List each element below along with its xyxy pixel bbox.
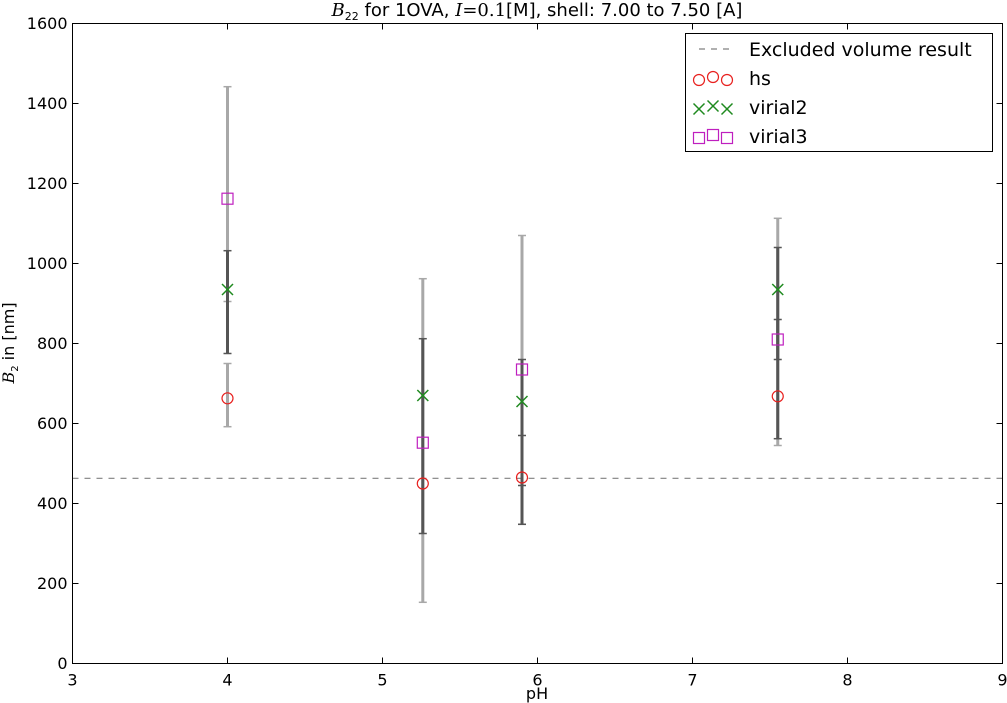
ylabel-text: in [nm]	[0, 302, 18, 365]
title-text-2: [M], shell: 7.00 to 7.50 [A]	[506, 0, 742, 21]
title-math-sub: 22	[345, 10, 359, 23]
x-tick-label: 6	[532, 671, 542, 690]
point-hs	[515, 471, 529, 484]
plot-layer: 3 4 5 6 7 8 9 0 200 400 600 800 1000 1200 1400 1600	[27, 14, 1007, 690]
legend-marker-virial2	[692, 102, 706, 116]
legend-box	[685, 33, 993, 152]
legend-marker-virial3	[692, 131, 706, 145]
legend-marker-virial3	[720, 131, 734, 145]
y-tick-label: 400	[37, 494, 68, 513]
y-tick-label: 1200	[27, 174, 68, 193]
point-virial2-stroke	[515, 395, 529, 408]
legend-marker-virial2-stroke	[692, 102, 706, 116]
y-tick-label: 200	[37, 574, 68, 593]
chart-title: B22 for 1OVA, I=0.1[M], shell: 7.00 to 7…	[331, 0, 743, 23]
point-virial2	[221, 283, 234, 296]
point-virial2-stroke	[221, 283, 234, 296]
x-axis-label: pH	[526, 684, 548, 703]
y-tick-label: 1600	[27, 14, 68, 33]
y-tick-label: 1400	[27, 94, 68, 113]
point-hs	[416, 477, 429, 490]
title-ionic-value: =0.1	[462, 0, 506, 21]
point-virial2	[771, 283, 784, 296]
legend-label-hs: hs	[749, 68, 771, 90]
legend-label-excluded-volume: Excluded volume result	[749, 39, 972, 61]
x-tick-label: 7	[687, 671, 697, 690]
x-tick-label: 5	[377, 671, 387, 690]
ylabel-math-b: B	[0, 372, 18, 385]
legend-marker-virial3	[706, 128, 720, 142]
point-virial2	[416, 389, 429, 402]
ylabel-math-sub: 2	[10, 365, 21, 371]
point-virial3	[221, 192, 234, 205]
point-virial3	[416, 436, 429, 449]
x-tick-label: 3	[67, 671, 77, 690]
legend-marker-virial2-stroke	[706, 99, 720, 113]
legend-marker-virial2	[706, 99, 720, 113]
point-virial2	[515, 395, 529, 408]
y-axis-label: B2 in [nm]	[0, 302, 21, 384]
legend-marker-hs	[720, 73, 734, 87]
title-math-b: B	[331, 0, 345, 21]
legend-marker-hs	[706, 70, 720, 84]
title-math-i: I	[454, 0, 463, 21]
point-virial3	[771, 333, 784, 346]
legend-marker-virial2-stroke	[720, 102, 734, 116]
legend-marker-virial2	[720, 102, 734, 116]
legend-label-virial2: virial2	[749, 97, 808, 119]
point-virial2-stroke	[416, 389, 429, 402]
y-tick-label: 800	[37, 334, 68, 353]
point-virial2-stroke	[771, 283, 784, 296]
point-virial3	[515, 363, 529, 376]
point-hs	[221, 392, 234, 405]
x-tick-label: 9	[997, 671, 1007, 690]
y-tick-label: 1000	[27, 254, 68, 273]
plot-frame	[72, 23, 1003, 664]
y-tick-label: 0	[57, 654, 67, 673]
title-text-1: for 1OVA,	[359, 0, 455, 21]
point-hs	[771, 390, 784, 403]
y-tick-label: 600	[37, 414, 68, 433]
legend: Excluded volume result hs virial2 virial3	[685, 33, 993, 152]
legend-marker-hs	[692, 73, 706, 87]
legend-label-virial3: virial3	[749, 126, 808, 148]
x-tick-label: 8	[842, 671, 852, 690]
x-tick-label: 4	[222, 671, 232, 690]
